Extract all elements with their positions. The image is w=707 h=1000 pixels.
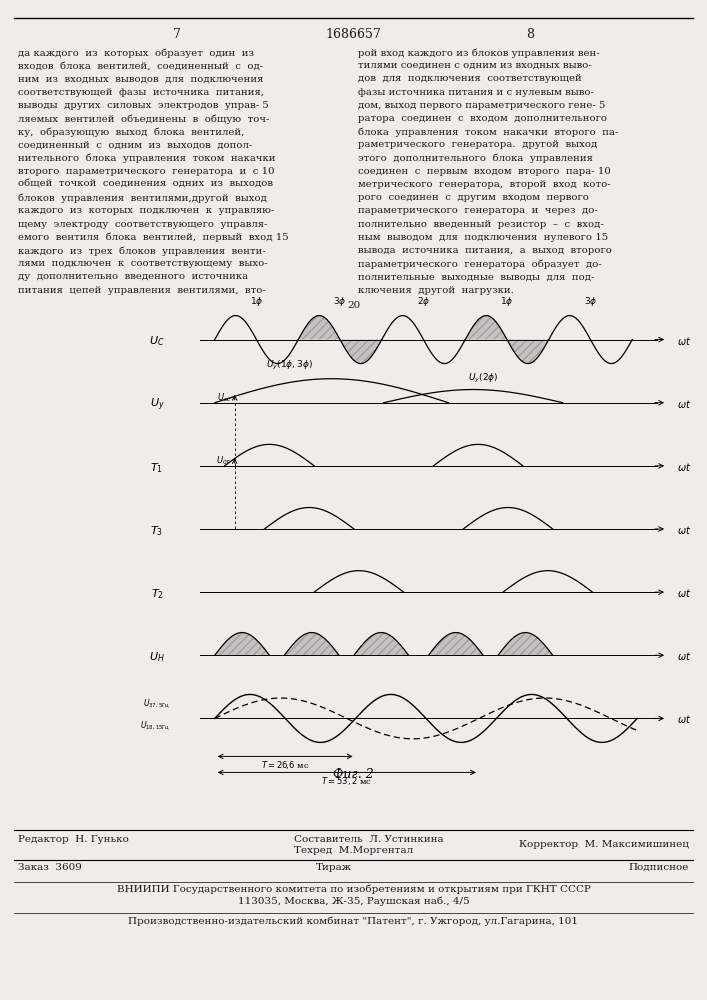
Text: $3\phi$: $3\phi$ <box>584 295 597 308</box>
Text: Производственно-издательский комбинат "Патент", г. Ужгород, ул.Гагарина, 101: Производственно-издательский комбинат "П… <box>129 917 578 926</box>
Text: ным  выводом  для  подключения  нулевого 15: ным выводом для подключения нулевого 15 <box>358 233 608 242</box>
Text: метрического  генератора,  второй  вход  кото-: метрического генератора, второй вход кот… <box>358 180 611 189</box>
Text: $T_3$: $T_3$ <box>151 524 163 538</box>
Text: $U_y$: $U_y$ <box>150 397 165 413</box>
Text: блока  управления  током  накачки  второго  па-: блока управления током накачки второго п… <box>358 127 619 137</box>
Text: этого  дополнительного  блока  управления: этого дополнительного блока управления <box>358 154 593 163</box>
Text: общей  точкой  соединения  одних  из  выходов: общей точкой соединения одних из выходов <box>18 180 273 189</box>
Text: $T= 53,2$ мс: $T= 53,2$ мс <box>321 775 373 787</box>
Text: $1\phi$: $1\phi$ <box>250 295 263 308</box>
Text: питания  цепей  управления  вентилями,  вто-: питания цепей управления вентилями, вто- <box>18 286 266 295</box>
Text: $\omega t$: $\omega t$ <box>677 335 691 347</box>
Text: $2\phi$: $2\phi$ <box>417 295 430 308</box>
Text: $U_y(2\phi)$: $U_y(2\phi)$ <box>468 371 498 385</box>
Text: второго  параметрического  генератора  и  с 10: второго параметрического генератора и с … <box>18 167 274 176</box>
Text: 113035, Москва, Ж-35, Раушская наб., 4/5: 113035, Москва, Ж-35, Раушская наб., 4/5 <box>238 897 469 906</box>
Text: $\omega t$: $\omega t$ <box>677 587 691 599</box>
Text: $1\phi$: $1\phi$ <box>501 295 514 308</box>
Text: $\omega t$: $\omega t$ <box>677 713 691 725</box>
Text: емого  вентиля  блока  вентилей,  первый  вход 15: емого вентиля блока вентилей, первый вхо… <box>18 233 288 242</box>
Text: входов  блока  вентилей,  соединенный  с  од-: входов блока вентилей, соединенный с од- <box>18 61 263 70</box>
Text: раметрического  генератора.  другой  выход: раметрического генератора. другой выход <box>358 140 597 149</box>
Text: полнительно  введенный  резистор  –  с  вход-: полнительно введенный резистор – с вход- <box>358 220 604 229</box>
Text: ку,  образующую  выход  блока  вентилей,: ку, образующую выход блока вентилей, <box>18 127 245 137</box>
Text: параметрического  генератора  образует  до-: параметрического генератора образует до- <box>358 259 602 269</box>
Text: $U_{oc}$: $U_{oc}$ <box>217 391 232 404</box>
Text: $T_2$: $T_2$ <box>151 587 163 601</box>
Text: рой вход каждого из блоков управления вен-: рой вход каждого из блоков управления ве… <box>358 48 600 57</box>
Text: $\omega t$: $\omega t$ <box>677 398 691 410</box>
Text: Тираж: Тираж <box>315 863 351 872</box>
Text: каждого  из  которых  подключен  к  управляю-: каждого из которых подключен к управляю- <box>18 206 274 215</box>
Text: $T= 26\!\!\,,\!6$ мс: $T= 26\!\!\,,\!6$ мс <box>261 759 310 771</box>
Text: $U_{0T}$: $U_{0T}$ <box>216 454 232 467</box>
Text: 7: 7 <box>173 28 181 41</box>
Text: $\omega t$: $\omega t$ <box>677 461 691 473</box>
Text: $\omega t$: $\omega t$ <box>677 524 691 536</box>
Text: 8: 8 <box>526 28 534 41</box>
Text: дов  для  подключения  соответствующей: дов для подключения соответствующей <box>358 74 582 83</box>
Text: $T_1$: $T_1$ <box>151 461 163 475</box>
Text: Заказ  3609: Заказ 3609 <box>18 863 82 872</box>
Text: дом, выход первого параметрического гене- 5: дом, выход первого параметрического гене… <box>358 101 605 110</box>
Text: $\omega t$: $\omega t$ <box>677 650 691 662</box>
Text: Корректор  М. Максимишинец: Корректор М. Максимишинец <box>519 840 689 849</box>
Text: Составитель  Л. Устинкина: Составитель Л. Устинкина <box>293 835 443 844</box>
Text: Редактор  Н. Гунько: Редактор Н. Гунько <box>18 835 129 844</box>
Text: $3\phi$: $3\phi$ <box>333 295 346 308</box>
Text: параметрического  генератора  и  через  до-: параметрического генератора и через до- <box>358 206 597 215</box>
Text: Техред  М.Моргентал: Техред М.Моргентал <box>293 846 413 855</box>
Text: блоков  управления  вентилями,другой  выход: блоков управления вентилями,другой выход <box>18 193 267 203</box>
Text: ним  из  входных  выводов  для  подключения: ним из входных выводов для подключения <box>18 74 264 83</box>
Text: щему  электроду  соответствующего  управля-: щему электроду соответствующего управля- <box>18 220 267 229</box>
Text: ду  дополнительно  введенного  источника: ду дополнительно введенного источника <box>18 272 248 281</box>
Text: выводы  других  силовых  электродов  управ- 5: выводы других силовых электродов управ- … <box>18 101 269 110</box>
Text: ратора  соединен  с  входом  дополнительного: ратора соединен с входом дополнительного <box>358 114 607 123</box>
Text: $U_C$: $U_C$ <box>149 335 165 348</box>
Text: Фиг. 2: Фиг. 2 <box>333 768 374 781</box>
Text: ляемых  вентилей  объединены  в  общую  точ-: ляемых вентилей объединены в общую точ- <box>18 114 269 123</box>
Text: тилями соединен с одним из входных выво-: тилями соединен с одним из входных выво- <box>358 61 592 70</box>
Text: вывода  источника  питания,  а  выход  второго: вывода источника питания, а выход второг… <box>358 246 612 255</box>
Text: каждого  из  трех  блоков  управления  венти-: каждого из трех блоков управления венти- <box>18 246 266 255</box>
Text: лями  подключен  к  соответствующему  выхо-: лями подключен к соответствующему выхо- <box>18 259 268 268</box>
Text: соединен  с  первым  входом  второго  пара- 10: соединен с первым входом второго пара- 1… <box>358 167 611 176</box>
Text: ключения  другой  нагрузки.: ключения другой нагрузки. <box>358 286 514 295</box>
Text: нительного  блока  управления  током  накачки: нительного блока управления током накачк… <box>18 154 276 163</box>
Text: рого  соединен  с  другим  входом  первого: рого соединен с другим входом первого <box>358 193 589 202</box>
Text: $U_{18,15\Gamma\text{ц}}$: $U_{18,15\Gamma\text{ц}}$ <box>140 719 170 732</box>
Text: 20: 20 <box>347 301 360 310</box>
Text: $U_{37,5\Gamma\text{ц}}$: $U_{37,5\Gamma\text{ц}}$ <box>143 698 170 710</box>
Text: соответствующей  фазы  источника  питания,: соответствующей фазы источника питания, <box>18 88 264 97</box>
Text: соединенный  с  одним  из  выходов  допол-: соединенный с одним из выходов допол- <box>18 140 252 149</box>
Text: 1686657: 1686657 <box>326 28 381 41</box>
Text: ВНИИПИ Государственного комитета по изобретениям и открытиям при ГКНТ СССР: ВНИИПИ Государственного комитета по изоб… <box>117 885 590 894</box>
Text: полнительные  выходные  выводы  для  под-: полнительные выходные выводы для под- <box>358 272 595 281</box>
Text: фазы источника питания и с нулевым выво-: фазы источника питания и с нулевым выво- <box>358 88 594 97</box>
Text: $U_y(1\phi,3\phi)$: $U_y(1\phi,3\phi)$ <box>266 359 312 372</box>
Text: $U_H$: $U_H$ <box>149 650 165 664</box>
Text: да каждого  из  которых  образует  один  из: да каждого из которых образует один из <box>18 48 254 57</box>
Text: Подписное: Подписное <box>629 863 689 872</box>
